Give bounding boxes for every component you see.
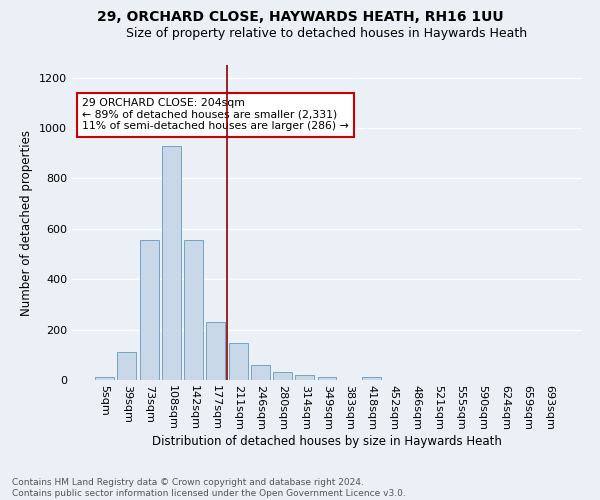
Bar bbox=[162, 146, 181, 380]
Text: 29, ORCHARD CLOSE, HAYWARDS HEATH, RH16 1UU: 29, ORCHARD CLOSE, HAYWARDS HEATH, RH16 … bbox=[97, 10, 503, 24]
Bar bbox=[140, 240, 158, 380]
Bar bbox=[206, 322, 225, 380]
Bar bbox=[95, 378, 114, 380]
Bar bbox=[273, 372, 292, 380]
Text: 29 ORCHARD CLOSE: 204sqm
← 89% of detached houses are smaller (2,331)
11% of sem: 29 ORCHARD CLOSE: 204sqm ← 89% of detach… bbox=[82, 98, 349, 132]
Bar bbox=[229, 342, 248, 380]
Y-axis label: Number of detached properties: Number of detached properties bbox=[20, 130, 34, 316]
Bar bbox=[118, 352, 136, 380]
X-axis label: Distribution of detached houses by size in Haywards Heath: Distribution of detached houses by size … bbox=[152, 436, 502, 448]
Bar bbox=[251, 365, 270, 380]
Bar bbox=[184, 240, 203, 380]
Text: Contains HM Land Registry data © Crown copyright and database right 2024.
Contai: Contains HM Land Registry data © Crown c… bbox=[12, 478, 406, 498]
Bar bbox=[317, 378, 337, 380]
Bar bbox=[362, 378, 381, 380]
Bar bbox=[295, 375, 314, 380]
Title: Size of property relative to detached houses in Haywards Heath: Size of property relative to detached ho… bbox=[127, 27, 527, 40]
